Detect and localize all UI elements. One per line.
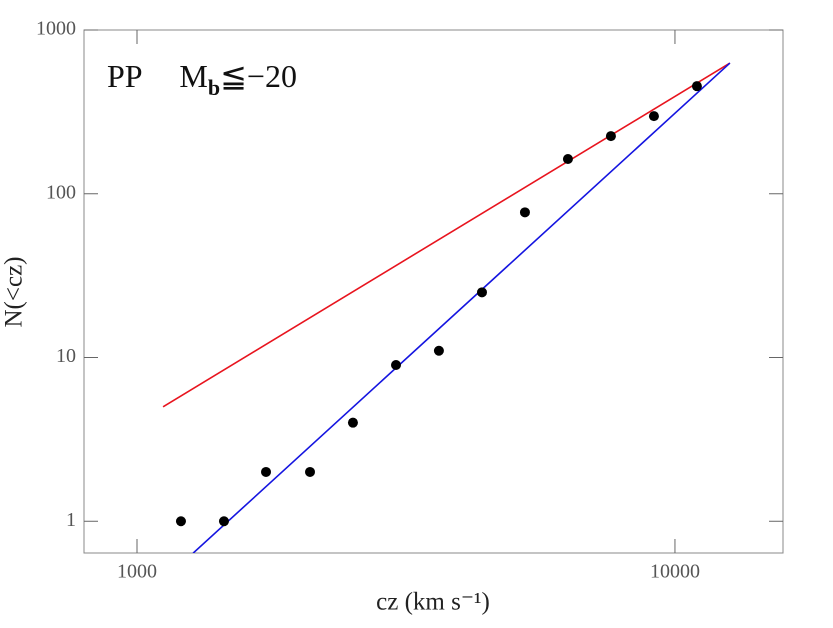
y-tick-label: 100 (46, 181, 76, 203)
fit-line (162, 62, 731, 408)
data-point (390, 360, 401, 371)
data-point (218, 516, 229, 527)
data-point (691, 81, 702, 92)
x-axis-label: cz (km s⁻¹) (376, 589, 490, 616)
y-axis-label: N(<cz) (1, 257, 28, 328)
data-point (261, 466, 272, 477)
data-point (476, 287, 487, 298)
x-tick-label: 1000 (117, 561, 157, 583)
fit-line (192, 62, 731, 553)
annotation-relation: ≦−20 (220, 58, 297, 94)
annotation: PP Mb≦−20 (107, 58, 297, 100)
data-point (562, 154, 573, 165)
y-tick-label: 1000 (36, 18, 76, 40)
data-point (347, 417, 358, 428)
plot-frame (83, 29, 784, 554)
y-tick-label: 1 (66, 509, 76, 531)
x-tick-label: 10000 (650, 561, 700, 583)
data-point (433, 345, 444, 356)
data-point (305, 466, 316, 477)
annotation-sample: PP (107, 58, 142, 94)
annotation-subscript: b (208, 75, 220, 100)
data-point (648, 111, 659, 122)
data-point (519, 207, 530, 218)
data-point (605, 131, 616, 142)
plot-area (162, 62, 731, 553)
annotation-symbol: M (179, 58, 207, 94)
data-point (175, 516, 186, 527)
y-tick-label: 10 (56, 345, 76, 367)
